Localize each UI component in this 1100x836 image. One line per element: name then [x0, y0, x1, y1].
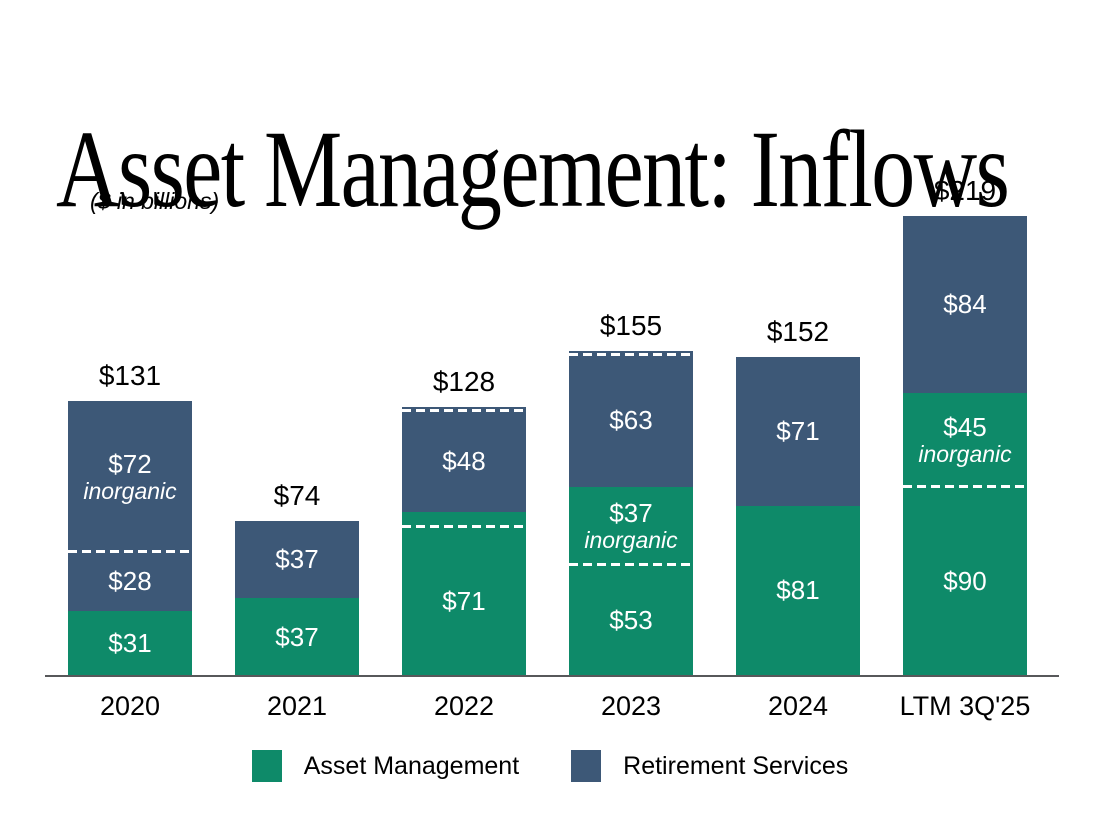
- bar-total-label: $152: [766, 315, 830, 347]
- segment-value-label: $48: [442, 446, 486, 477]
- bar-segment-retirement-services: [402, 407, 526, 412]
- bar-total-label: $155: [599, 309, 663, 341]
- bar-segment-retirement-services: $48: [402, 409, 526, 513]
- bar-segment-asset-management: $31: [68, 610, 192, 676]
- x-axis-label-2023: 2023: [600, 691, 662, 721]
- bar-total-label: $74: [273, 479, 321, 511]
- bar-segment-retirement-services: $71: [736, 356, 860, 506]
- inorganic-divider-dashed-line: [402, 524, 526, 528]
- legend-item-asset-management: Asset Management: [251, 750, 520, 782]
- inorganic-divider-dashed-line: [569, 562, 693, 566]
- bar-2021: $37 $37: [235, 520, 359, 676]
- bar-segment-retirement-services: $28: [68, 550, 192, 611]
- bar-segment-retirement-services: $84: [903, 216, 1027, 393]
- legend-swatch-icon: [571, 750, 602, 782]
- bar-segment-retirement-services: [569, 350, 693, 355]
- bar-segment-asset-management: $37: [235, 598, 359, 676]
- legend-swatch-icon: [251, 750, 282, 782]
- inorganic-divider-dashed-line: [903, 485, 1027, 488]
- bar-segment-asset-management: [402, 512, 526, 527]
- bar-segment-asset-management: $71: [402, 524, 526, 676]
- bar-segment-asset-management: $81: [736, 505, 860, 676]
- legend-item-retirement-services: Retirement Services: [571, 750, 848, 782]
- segment-value-label: $45: [943, 411, 987, 442]
- bar-total-label: $131: [98, 359, 162, 391]
- inorganic-divider-dashed-line: [68, 550, 192, 554]
- page-title: Asset Management: Inflows: [56, 107, 1010, 230]
- x-axis-label-2020: 2020: [99, 691, 161, 721]
- segment-value-label: $81: [776, 575, 820, 606]
- x-axis-label-2024: 2024: [767, 691, 829, 721]
- bar-segment-asset-management: $45 inorganic: [903, 392, 1027, 487]
- bar-2020: $31 $28 $72 inorganic: [68, 400, 192, 676]
- segment-value-label: $71: [776, 415, 820, 446]
- x-axis-label-2022: 2022: [433, 691, 495, 721]
- segment-value-label: $37: [275, 543, 319, 574]
- segment-inorganic-label: inorganic: [584, 526, 678, 553]
- inorganic-divider-dashed-line: [569, 352, 693, 356]
- segment-inorganic-label: inorganic: [918, 440, 1012, 467]
- bar-segment-asset-management: $53: [569, 562, 693, 676]
- segment-value-label: $53: [609, 604, 653, 635]
- bar-ltm-3q-25: $90 $45 inorganic $84: [903, 216, 1027, 676]
- bar-segment-retirement-services: $63: [569, 352, 693, 488]
- bar-total-label: $128: [432, 366, 496, 398]
- segment-value-label: $31: [108, 627, 152, 658]
- inorganic-divider-dashed-line: [402, 409, 526, 413]
- x-axis-label-2021: 2021: [266, 691, 328, 721]
- segment-value-label: $28: [108, 566, 152, 596]
- legend-label: Retirement Services: [623, 751, 849, 780]
- bar-segment-retirement-services: $72 inorganic: [68, 400, 192, 553]
- segment-value-label: $37: [275, 621, 319, 652]
- bar-2024: $81 $71: [736, 356, 860, 676]
- bar-total-label: $219: [933, 175, 997, 207]
- segment-inorganic-label: inorganic: [83, 477, 177, 504]
- bar-segment-asset-management: $37 inorganic: [569, 487, 693, 565]
- segment-value-label: $37: [609, 497, 653, 528]
- legend: Asset Management Retirement Services: [0, 750, 1100, 782]
- bar-segment-retirement-services: $37: [235, 520, 359, 599]
- units-note: ($ in billions): [90, 188, 220, 214]
- segment-value-label: $72: [108, 448, 152, 479]
- segment-value-label: $63: [609, 405, 653, 436]
- bar-segment-asset-management: $90: [903, 485, 1027, 676]
- segment-value-label: $71: [442, 585, 486, 616]
- x-axis-label-ltm-3q-25: LTM 3Q'25: [899, 691, 1031, 721]
- bar-2023: $53 $37 inorganic $63: [569, 350, 693, 676]
- legend-label: Asset Management: [303, 751, 520, 780]
- bar-2022: $71 $48: [402, 407, 526, 676]
- segment-value-label: $90: [943, 566, 987, 596]
- segment-value-label: $84: [943, 288, 987, 319]
- x-axis-line: [45, 675, 1059, 677]
